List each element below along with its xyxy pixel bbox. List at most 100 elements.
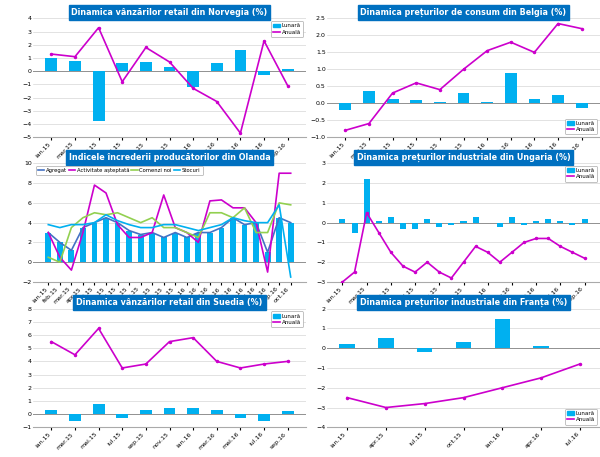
Activitate așteptată	[183, 230, 190, 235]
Bar	[473, 217, 479, 223]
Stocuri	[160, 222, 167, 228]
Bar	[235, 50, 247, 71]
Agregat	[218, 225, 225, 230]
Stocuri	[149, 225, 156, 230]
Bar	[388, 217, 394, 223]
Agregat	[91, 220, 98, 225]
Activitate așteptată	[137, 235, 144, 240]
Stocuri	[229, 215, 236, 220]
Stocuri	[56, 225, 64, 230]
Bar	[282, 69, 293, 71]
Bar	[340, 344, 355, 348]
Bar	[187, 408, 199, 414]
Activitate așteptată	[287, 170, 295, 176]
Agregat	[172, 230, 179, 235]
Comenzi noi	[56, 260, 64, 265]
Stocuri	[125, 222, 133, 228]
Activitate așteptată	[264, 269, 271, 275]
Bar	[557, 221, 563, 223]
Activitate așteptată	[206, 198, 214, 204]
Agregat	[44, 230, 52, 235]
Stocuri	[206, 225, 214, 230]
Bar	[164, 408, 175, 414]
Title: Indicele încrederii producătorilor din Olanda: Indicele încrederii producătorilor din O…	[68, 153, 271, 162]
Bar	[288, 223, 293, 262]
Comenzi noi	[195, 235, 202, 240]
Line: Stocuri: Stocuri	[48, 205, 291, 277]
Comenzi noi	[68, 225, 75, 230]
Bar	[46, 233, 51, 262]
Stocuri	[264, 220, 271, 225]
Comenzi noi	[229, 215, 236, 220]
Bar	[340, 103, 351, 110]
Bar	[196, 233, 201, 262]
Agregat	[253, 220, 260, 225]
Bar	[140, 410, 152, 414]
Bar	[218, 228, 224, 262]
Bar	[364, 179, 370, 223]
Bar	[456, 342, 471, 348]
Bar	[460, 221, 467, 223]
Line: Activitate așteptată: Activitate așteptată	[48, 173, 291, 272]
Agregat	[206, 230, 214, 235]
Bar	[533, 221, 539, 223]
Comenzi noi	[160, 225, 167, 230]
Comenzi noi	[218, 210, 225, 216]
Activitate așteptată	[103, 190, 110, 196]
Stocuri	[287, 274, 295, 280]
Bar	[126, 231, 132, 262]
Bar	[533, 346, 549, 348]
Agregat	[103, 215, 110, 220]
Comenzi noi	[172, 225, 179, 230]
Legend: Lunară, Anuală: Lunară, Anuală	[565, 409, 597, 425]
Bar	[80, 228, 86, 262]
Stocuri	[241, 218, 248, 223]
Agregat	[183, 235, 190, 240]
Bar	[242, 225, 247, 262]
Bar	[46, 410, 57, 414]
Bar	[352, 223, 358, 233]
Activitate așteptată	[275, 170, 283, 176]
Bar	[386, 99, 398, 103]
Bar	[282, 411, 293, 414]
Agregat	[229, 215, 236, 220]
Bar	[184, 238, 190, 262]
Bar	[68, 250, 74, 262]
Legend: Lunară, Anuală: Lunară, Anuală	[271, 311, 303, 327]
Bar	[92, 71, 104, 121]
Agregat	[275, 215, 283, 220]
Bar	[211, 410, 223, 414]
Bar	[412, 223, 418, 228]
Comenzi noi	[275, 200, 283, 206]
Bar	[340, 219, 346, 223]
Agregat	[241, 222, 248, 228]
Legend: Lunară, Anuală: Lunară, Anuală	[565, 166, 597, 182]
Bar	[410, 101, 422, 103]
Stocuri	[114, 218, 121, 223]
Agregat	[68, 248, 75, 253]
Bar	[258, 414, 270, 421]
Bar	[164, 67, 175, 71]
Comenzi noi	[241, 205, 248, 211]
Title: Dinamica prețurilor industriale din Ungaria (%): Dinamica prețurilor industriale din Unga…	[356, 153, 571, 162]
Bar	[363, 91, 375, 103]
Title: Dinamica vânzărilor retail din Suedia (%): Dinamica vânzărilor retail din Suedia (%…	[76, 298, 263, 307]
Bar	[436, 223, 442, 227]
Bar	[258, 71, 270, 75]
Agregat	[264, 250, 271, 255]
Bar	[253, 223, 259, 262]
Bar	[57, 242, 63, 262]
Stocuri	[172, 222, 179, 228]
Bar	[569, 223, 575, 225]
Title: Dinamica vânzărilor retail din Norvegia (%): Dinamica vânzărilor retail din Norvegia …	[71, 8, 268, 17]
Comenzi noi	[149, 215, 156, 220]
Stocuri	[195, 228, 202, 234]
Comenzi noi	[137, 220, 144, 225]
Stocuri	[44, 222, 52, 228]
Bar	[116, 63, 128, 71]
Agregat	[137, 232, 144, 237]
Comenzi noi	[103, 212, 110, 218]
Comenzi noi	[183, 230, 190, 235]
Bar	[230, 218, 236, 262]
Comenzi noi	[44, 255, 52, 260]
